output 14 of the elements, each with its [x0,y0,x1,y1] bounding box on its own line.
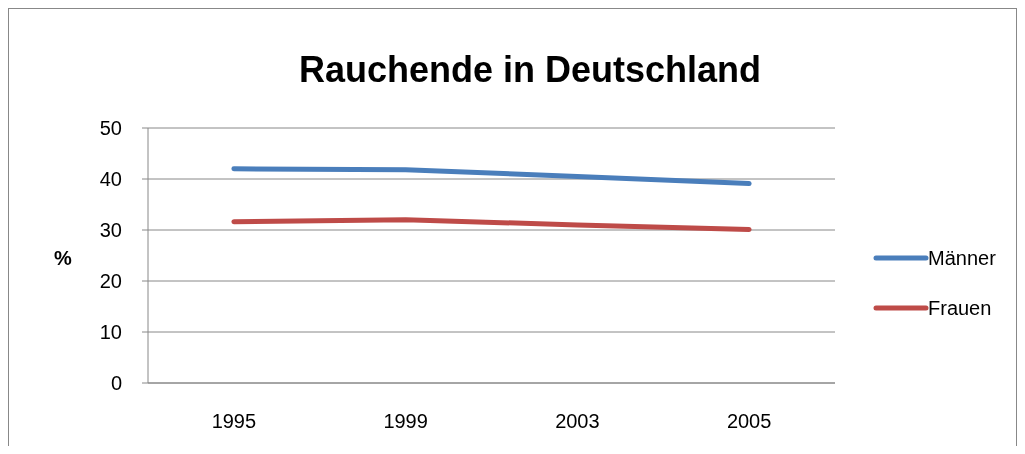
y-tick-label: 30 [99,219,122,241]
y-tick-label: 50 [99,117,122,139]
legend-label: Männer [928,247,997,269]
y-tick-label: 10 [99,321,122,343]
x-tick-label: 2003 [555,410,600,432]
y-tick-label: 40 [99,168,122,190]
x-tick-label: 2005 [726,410,772,432]
y-tick-label: 20 [99,270,122,292]
legend-label: Frauen [928,297,992,319]
chart-title: Rauchende in Deutschland [298,49,762,90]
x-tick-label: 1999 [383,410,428,432]
y-tick-label: 0 [110,372,122,394]
y-axis-title: % [54,247,73,269]
x-tick-label: 1995 [211,410,257,432]
